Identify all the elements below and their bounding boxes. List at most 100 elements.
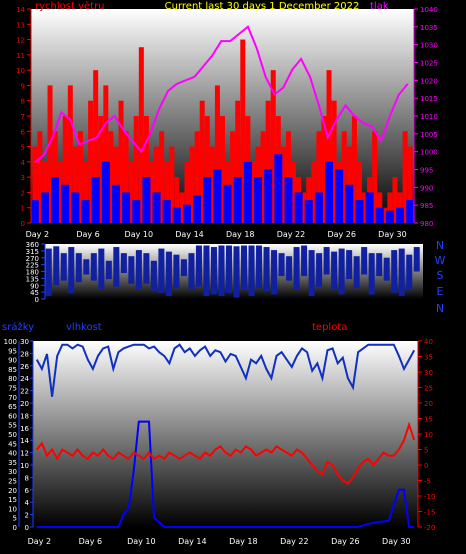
humidity-axis-tick-label: 20	[8, 487, 17, 495]
gust-bar	[355, 200, 364, 223]
direction-bar	[331, 251, 338, 290]
bottom-x-axis-tick-label: Day 30	[382, 537, 411, 546]
bottom-x-axis-tick-label: Day 2	[28, 537, 51, 546]
direction-bar	[338, 248, 345, 295]
wind-speed-bar	[108, 131, 114, 223]
humidity-axis-tick-label: 75	[8, 385, 17, 393]
wind-speed-bar	[77, 131, 83, 223]
temperature-axis-tick-label: -20	[424, 524, 435, 532]
wind-speed-bar	[184, 161, 190, 223]
direction-bar	[68, 247, 75, 293]
rain-axis-tick-label: 18	[20, 412, 29, 420]
direction-bar	[203, 245, 210, 296]
wind-speed-bar	[316, 131, 322, 223]
temperature-axis-tick-label: 20	[424, 400, 433, 408]
temperature-axis-tick-label: 15	[424, 416, 433, 424]
wind-speed-bar	[250, 161, 256, 223]
pressure-line	[34, 25, 409, 164]
temperature-label: teplota	[312, 322, 347, 333]
direction-bar	[376, 253, 383, 277]
wind-speed-bar	[372, 131, 378, 223]
rain-axis-tick-label: 6	[25, 487, 30, 495]
right-axis-tick-label: 1005	[420, 131, 438, 139]
x-axis-tick-label: Day 26	[327, 230, 356, 239]
right-axis-tick-label: 1010	[420, 113, 438, 121]
compass-label-s: S	[437, 269, 444, 282]
direction-bar	[248, 245, 255, 296]
humidity-axis-tick-label: 65	[8, 403, 17, 411]
right-axis-tick-label: 995	[420, 167, 433, 175]
wind-speed-bar	[407, 146, 413, 223]
gust-bar	[365, 192, 374, 223]
wind-speed-bar	[179, 192, 185, 223]
wind-speed-bar	[209, 146, 215, 223]
direction-bar	[143, 253, 150, 284]
right-axis-tick-label: 1030	[420, 42, 438, 50]
left-axis-tick-label: 0	[21, 220, 25, 228]
wind-speed-bar	[133, 116, 139, 223]
temperature-axis-tick-label: -10	[424, 493, 435, 501]
direction-axis-tick-label: 135	[26, 275, 39, 283]
x-axis-tick-label: Day 2	[26, 230, 49, 239]
temperature-line	[36, 421, 416, 485]
left-axis-tick-label: 9	[21, 82, 25, 90]
chart-title: Current last 30 days 1 December 2022	[165, 1, 360, 12]
wind-speed-bar	[402, 131, 408, 223]
direction-bar	[323, 247, 330, 275]
wind-speed-bar	[62, 116, 68, 223]
temperature-axis-tick-label: 0	[424, 462, 428, 470]
humidity-axis-tick-label: 55	[8, 422, 17, 430]
temperature-axis-tick-label: 35	[424, 354, 433, 362]
rain-axis-tick-label: 14	[20, 437, 29, 445]
rain-axis-tick-label: 0	[25, 524, 29, 532]
bottom-x-axis-tick-label: Day 26	[331, 537, 360, 546]
gust-bar	[396, 207, 405, 223]
left-axis-tick-label: 14	[16, 6, 25, 14]
right-axis-tick-label: 1020	[420, 77, 438, 85]
left-axis-tick-label: 12	[16, 37, 25, 45]
gust-bar	[264, 169, 273, 223]
direction-bar	[301, 245, 308, 277]
rain-axis-tick-label: 30	[20, 338, 29, 346]
direction-axis-tick-label: 90	[30, 282, 39, 290]
gust-bar	[213, 169, 222, 223]
gust-bar	[162, 200, 171, 223]
direction-bar	[286, 256, 293, 281]
wind-speed-bar	[301, 192, 307, 223]
humidity-axis-tick-label: 45	[8, 440, 17, 448]
right-axis-tick-label: 980	[420, 220, 433, 228]
gust-bar	[243, 161, 252, 223]
wind-speed-bar	[47, 85, 53, 223]
wind-speed-bar	[331, 100, 337, 223]
direction-bar	[368, 253, 375, 295]
gust-bar	[254, 177, 263, 223]
humidity-axis-tick-label: 5	[13, 515, 17, 523]
wind-speed-bar	[362, 192, 368, 223]
wind-speed-bar	[83, 161, 89, 223]
gust-bar	[345, 184, 354, 223]
direction-bar	[263, 247, 270, 292]
x-axis-tick-label: Day 6	[76, 230, 99, 239]
direction-bar	[241, 245, 248, 290]
gust-bar	[223, 184, 232, 223]
direction-axis-tick-label: 360	[26, 241, 39, 249]
direction-bar	[113, 247, 120, 287]
wind-speed-bar	[32, 146, 38, 223]
wind-speed-bar	[341, 131, 347, 223]
compass-label-w: W	[435, 254, 446, 267]
wind-speed-bar	[118, 100, 124, 223]
humidity-axis-tick-label: 0	[13, 524, 17, 532]
wind-speed-bar	[382, 207, 388, 223]
direction-axis-tick-label: 225	[26, 262, 39, 270]
humidity-axis-tick-label: 80	[8, 375, 17, 383]
direction-axis-tick-label: 315	[26, 248, 39, 256]
bottom-x-axis-tick-label: Day 14	[178, 537, 207, 546]
rain-axis-tick-label: 2	[25, 512, 29, 520]
wind-speed-bar	[199, 100, 205, 223]
bottom-x-axis-tick-label: Day 10	[127, 537, 156, 546]
bottom-x-axis-tick-label: Day 18	[229, 537, 258, 546]
right-axis-tick-label: 985	[420, 202, 433, 210]
wind-speed-bar	[260, 131, 266, 223]
